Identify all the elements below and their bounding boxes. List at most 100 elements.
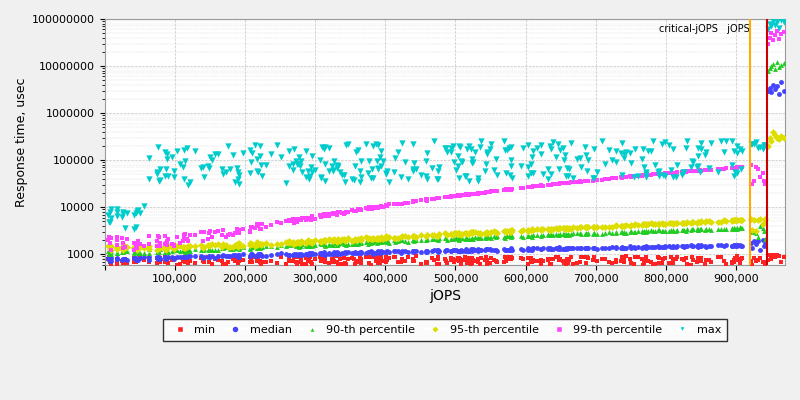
- Point: [222, 232, 234, 238]
- Point: [370, 236, 382, 242]
- Point: [748, 141, 761, 147]
- Point: [777, 135, 790, 142]
- Point: [452, 257, 465, 263]
- Point: [179, 244, 192, 251]
- Point: [351, 241, 364, 247]
- Point: [645, 148, 658, 155]
- Point: [648, 227, 661, 234]
- Point: [158, 241, 171, 247]
- Point: [692, 168, 705, 174]
- Point: [166, 248, 178, 254]
- Point: [526, 245, 539, 252]
- Point: [270, 241, 283, 247]
- Point: [559, 226, 572, 232]
- Point: [410, 237, 422, 244]
- Point: [366, 236, 378, 242]
- Point: [178, 254, 190, 260]
- Point: [570, 156, 583, 162]
- Point: [717, 258, 730, 264]
- Point: [730, 242, 743, 248]
- Point: [565, 231, 578, 238]
- Point: [366, 254, 379, 260]
- Point: [586, 245, 599, 252]
- Point: [431, 253, 444, 260]
- Point: [566, 175, 579, 181]
- Point: [777, 254, 790, 260]
- Point: [458, 173, 471, 179]
- Point: [374, 249, 387, 255]
- Point: [420, 259, 433, 265]
- Point: [349, 249, 362, 256]
- Point: [570, 179, 583, 185]
- Point: [294, 216, 306, 222]
- Point: [726, 138, 738, 145]
- Point: [370, 255, 383, 262]
- Point: [158, 258, 171, 265]
- Point: [350, 250, 363, 256]
- Point: [542, 245, 554, 251]
- Point: [233, 245, 246, 251]
- Point: [338, 249, 351, 255]
- Point: [746, 181, 758, 187]
- Point: [560, 231, 573, 237]
- Point: [750, 139, 762, 146]
- Point: [102, 251, 115, 257]
- Point: [656, 170, 669, 177]
- Point: [652, 254, 665, 261]
- Point: [255, 173, 268, 180]
- Point: [110, 256, 123, 262]
- Point: [233, 240, 246, 246]
- Point: [729, 165, 742, 171]
- Point: [629, 254, 642, 260]
- Point: [209, 254, 222, 261]
- Point: [222, 244, 234, 250]
- Point: [735, 164, 748, 170]
- Point: [750, 228, 762, 234]
- Point: [587, 230, 600, 236]
- Point: [524, 184, 537, 190]
- Point: [686, 243, 698, 249]
- Point: [260, 243, 273, 249]
- Point: [354, 206, 366, 212]
- Point: [727, 173, 740, 180]
- Point: [639, 228, 652, 234]
- Point: [625, 260, 638, 266]
- Point: [426, 236, 438, 242]
- Point: [295, 239, 308, 246]
- Point: [374, 203, 387, 210]
- Point: [431, 232, 444, 238]
- Point: [610, 159, 622, 165]
- Point: [562, 166, 575, 173]
- Point: [606, 157, 618, 163]
- Point: [117, 247, 130, 253]
- Point: [694, 168, 707, 174]
- Point: [316, 144, 329, 150]
- Point: [656, 260, 669, 266]
- Point: [372, 142, 385, 148]
- Point: [666, 174, 679, 180]
- Point: [309, 237, 322, 243]
- Point: [142, 246, 155, 252]
- Point: [116, 258, 129, 264]
- Point: [154, 242, 167, 249]
- Point: [410, 198, 422, 204]
- Point: [500, 147, 513, 154]
- Point: [370, 141, 382, 148]
- Point: [222, 252, 234, 259]
- Point: [687, 159, 700, 165]
- Point: [646, 228, 659, 234]
- Point: [432, 256, 445, 262]
- Point: [380, 248, 393, 255]
- Point: [232, 258, 245, 264]
- Point: [505, 157, 518, 163]
- Point: [726, 225, 738, 232]
- Point: [419, 173, 432, 180]
- Point: [250, 241, 263, 248]
- Point: [754, 223, 767, 230]
- Point: [557, 257, 570, 264]
- Point: [230, 226, 243, 232]
- Point: [498, 146, 511, 153]
- Point: [167, 255, 180, 262]
- Point: [587, 254, 600, 260]
- Point: [754, 246, 767, 253]
